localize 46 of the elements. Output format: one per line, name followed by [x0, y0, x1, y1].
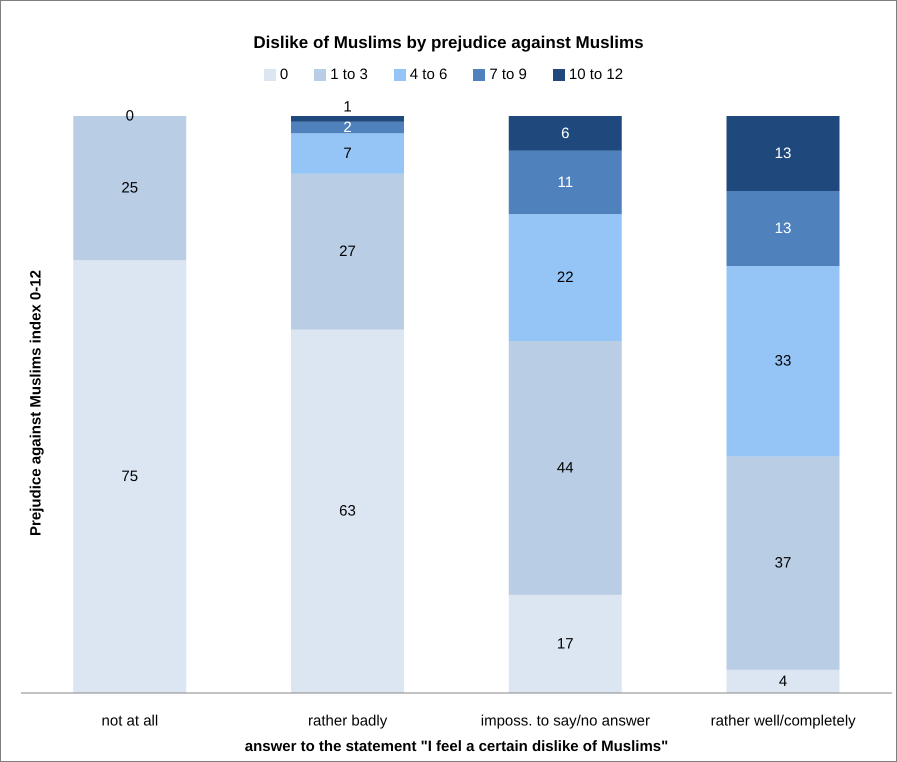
bar — [726, 191, 840, 266]
legend-label: 7 to 9 — [489, 66, 527, 83]
data-label: 27 — [339, 243, 356, 260]
data-label: 25 — [121, 180, 138, 197]
x-tick-label: rather well/completely — [710, 712, 856, 730]
bar — [508, 341, 622, 595]
data-label: 37 — [774, 554, 792, 572]
data-label: 0 — [126, 108, 134, 124]
data-label: 22 — [556, 269, 574, 286]
data-label: 7 — [343, 145, 352, 162]
data-label: 33 — [774, 352, 792, 370]
bar — [508, 116, 622, 151]
data-label: 75 — [121, 468, 138, 486]
bar — [291, 133, 404, 174]
bar — [73, 260, 186, 693]
bar — [291, 329, 404, 693]
data-label: 44 — [556, 459, 574, 476]
bar — [291, 174, 404, 330]
bar — [726, 456, 840, 670]
x-axis-title: answer to the statement "I feel a certain dislike of Muslims" — [244, 738, 668, 755]
data-label: 2 — [343, 119, 352, 136]
y-axis-title: Prejudice against Muslims index 0-12 — [28, 270, 44, 536]
bar — [726, 116, 840, 192]
data-label: 6 — [561, 124, 570, 142]
x-tick-label: rather badly — [308, 712, 388, 730]
data-label: 4 — [778, 672, 788, 690]
bar — [291, 122, 404, 134]
data-label: 13 — [774, 220, 792, 238]
legend-label: 1 to 3 — [330, 66, 368, 83]
bar — [508, 214, 622, 342]
bar — [726, 266, 840, 456]
chart-title: Dislike of Muslims by prejudice against Muslims — [252, 33, 645, 53]
legend-label: 0 — [280, 66, 288, 83]
legend-label: 10 to 12 — [568, 66, 624, 83]
bar — [726, 670, 840, 693]
data-label: 11 — [557, 174, 574, 191]
data-label: 17 — [556, 635, 574, 652]
bar — [508, 594, 622, 693]
bar — [508, 150, 622, 214]
legend-label: 4 to 6 — [410, 66, 448, 83]
x-tick-label: imposs. to say/no answer — [480, 712, 650, 730]
bar — [291, 116, 404, 122]
x-tick-label: not at all — [102, 712, 158, 730]
data-label: 63 — [339, 502, 356, 520]
data-label: 1 — [343, 98, 352, 116]
data-label: 13 — [774, 145, 792, 162]
